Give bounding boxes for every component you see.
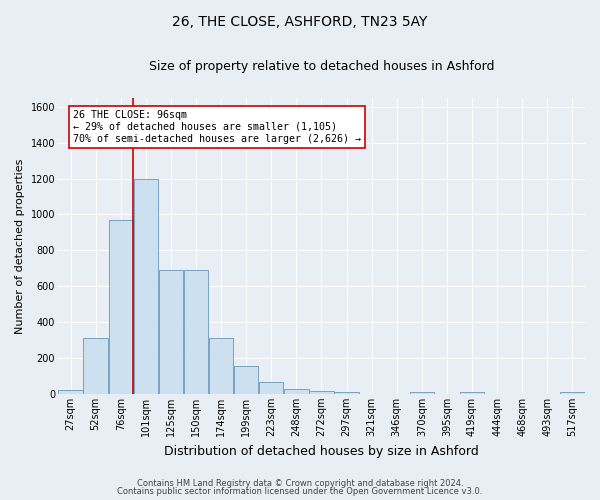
Text: Contains HM Land Registry data © Crown copyright and database right 2024.: Contains HM Land Registry data © Crown c…: [137, 478, 463, 488]
Bar: [209, 338, 233, 394]
Title: Size of property relative to detached houses in Ashford: Size of property relative to detached ho…: [149, 60, 494, 73]
Bar: [460, 392, 484, 394]
Text: Contains public sector information licensed under the Open Government Licence v3: Contains public sector information licen…: [118, 487, 482, 496]
Bar: [259, 382, 283, 394]
Bar: [58, 390, 83, 394]
X-axis label: Distribution of detached houses by size in Ashford: Distribution of detached houses by size …: [164, 444, 479, 458]
Bar: [410, 392, 434, 394]
Bar: [560, 392, 584, 394]
Bar: [184, 270, 208, 394]
Bar: [234, 366, 259, 394]
Bar: [284, 390, 308, 394]
Bar: [334, 392, 359, 394]
Bar: [83, 338, 108, 394]
Bar: [109, 220, 133, 394]
Text: 26 THE CLOSE: 96sqm
← 29% of detached houses are smaller (1,105)
70% of semi-det: 26 THE CLOSE: 96sqm ← 29% of detached ho…: [73, 110, 361, 144]
Text: 26, THE CLOSE, ASHFORD, TN23 5AY: 26, THE CLOSE, ASHFORD, TN23 5AY: [172, 15, 428, 29]
Bar: [134, 178, 158, 394]
Bar: [159, 270, 183, 394]
Y-axis label: Number of detached properties: Number of detached properties: [15, 158, 25, 334]
Bar: [310, 391, 334, 394]
